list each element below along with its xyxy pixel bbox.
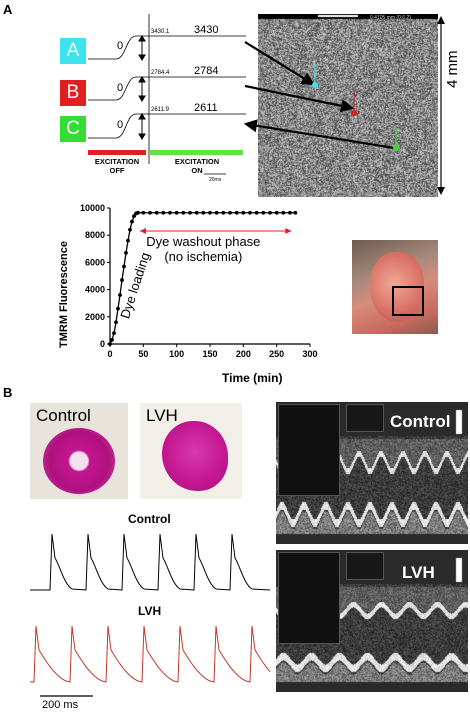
data-point <box>175 211 179 215</box>
y-tick-label: 0 <box>100 339 105 349</box>
data-point <box>168 211 172 215</box>
echo-lvh-label: LVH <box>402 563 435 583</box>
control-ap-trace <box>30 528 270 600</box>
x-tick-label: 300 <box>302 349 317 359</box>
data-point <box>235 211 239 215</box>
annotation-dye-loading: Dye loading <box>117 251 152 321</box>
data-point <box>268 211 272 215</box>
data-point <box>108 342 112 346</box>
data-point <box>281 211 285 215</box>
echo-lvh-panel <box>276 550 468 692</box>
chart-xlabel: Time (min) <box>222 371 282 385</box>
data-point <box>215 211 219 215</box>
data-point <box>148 211 152 215</box>
data-point <box>188 211 192 215</box>
data-point <box>208 211 212 215</box>
lvh-trace-title: LVH <box>138 604 161 618</box>
data-point <box>155 211 159 215</box>
annotation-no-ischemia: (no ischemia) <box>164 249 242 264</box>
heart-photo <box>352 240 438 334</box>
annotation-washout: Dye washout phase <box>146 234 260 249</box>
data-point <box>293 211 297 215</box>
data-point <box>221 211 225 215</box>
data-point <box>255 211 259 215</box>
lvh-ap-trace <box>30 620 270 692</box>
x-tick-label: 0 <box>107 349 112 359</box>
data-point <box>181 211 185 215</box>
data-point <box>288 211 292 215</box>
data-point <box>128 228 132 232</box>
data-point <box>122 265 126 269</box>
control-trace-title: Control <box>128 512 171 526</box>
y-tick-label: 4000 <box>85 285 105 295</box>
x-tick-label: 200 <box>236 349 251 359</box>
washout-arrow-left-head <box>140 228 146 234</box>
echo-lvh-readout <box>278 552 340 644</box>
data-point <box>161 211 165 215</box>
trace-line <box>30 626 270 682</box>
x-tick-label: 250 <box>269 349 284 359</box>
data-point <box>141 211 145 215</box>
data-point <box>114 320 118 324</box>
tmrm-chart: 0 50 100 150 200 250 300 0 2000 4000 6000 8000 10000… <box>55 200 325 380</box>
data-point <box>130 220 134 224</box>
y-tick-label: 10000 <box>80 203 105 213</box>
trace-line <box>30 534 270 590</box>
ap-scale-label: 200 ms <box>42 699 78 711</box>
data-point <box>120 278 124 282</box>
echo-lvh-thumbnail <box>346 552 384 580</box>
data-point <box>261 211 265 215</box>
echo-control-label: Control <box>390 412 450 432</box>
y-tick-label: 2000 <box>85 312 105 322</box>
data-point <box>275 211 279 215</box>
chart-ylabel: TMRM Fluorescence <box>58 241 70 348</box>
x-tick-label: 100 <box>169 349 184 359</box>
echo-control-thumbnail <box>346 404 384 432</box>
scale-4mm-label: 4 mm <box>444 28 461 88</box>
data-point <box>228 211 232 215</box>
data-point <box>241 211 245 215</box>
echo-control-readout <box>278 404 340 496</box>
x-tick-label: 150 <box>202 349 217 359</box>
data-point <box>112 331 116 335</box>
data-point <box>118 293 122 297</box>
washout-arrow-right-head <box>285 228 291 234</box>
panel-b-label: B <box>3 385 12 400</box>
data-point <box>124 251 128 255</box>
data-point <box>195 211 199 215</box>
photo-lvh-label: LVH <box>146 406 178 426</box>
data-point <box>248 211 252 215</box>
data-point <box>110 338 114 342</box>
data-point <box>126 239 130 243</box>
photo-control-label: Control <box>36 406 91 426</box>
pointer-arrows <box>0 0 470 200</box>
x-tick-label: 50 <box>138 349 148 359</box>
data-point <box>136 211 140 215</box>
y-tick-label: 6000 <box>85 257 105 267</box>
data-point <box>201 211 205 215</box>
y-tick-label: 8000 <box>85 230 105 240</box>
